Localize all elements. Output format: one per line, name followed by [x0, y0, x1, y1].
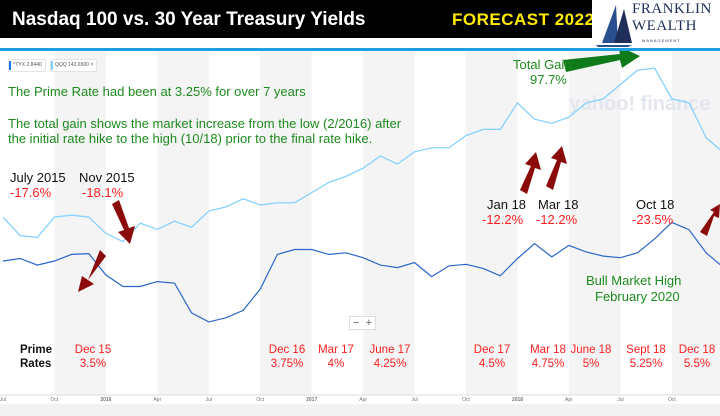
x-tick-label: Oct — [51, 397, 59, 403]
prime-rate-item: June 18 5% — [571, 343, 612, 371]
x-tick-label: Oct — [462, 397, 470, 403]
logo-line3: MANAGEMENT — [642, 38, 681, 43]
x-tick-label: Jul — [0, 397, 6, 403]
sail-icon — [596, 5, 632, 47]
prime-rate-date: Dec 18 — [678, 344, 716, 356]
prime-rate-date: Dec 16 — [268, 344, 306, 356]
gain-note-2: the initial rate hike to the high (10/18… — [8, 131, 373, 146]
logo-line2: WEALTH — [632, 18, 697, 34]
prime-title-2: Rates — [20, 358, 52, 370]
prime-rate-date: Dec 17 — [473, 344, 511, 356]
prime-rate-value: 4.75% — [531, 358, 565, 370]
prime-rate-item: Dec 15 3.5% — [75, 343, 111, 371]
arrow-jan-18 — [520, 152, 541, 194]
total-gain-label: Total Gain: — [513, 57, 576, 72]
arrow-oct-18 — [700, 204, 720, 236]
grid-band — [671, 51, 720, 395]
x-tick-label: Apr — [565, 397, 573, 403]
prime-rate-value: 5% — [582, 358, 600, 370]
grid-band — [157, 51, 209, 395]
prime-rate-value: 4.25% — [373, 358, 407, 370]
drawdown-label: July 2015 — [10, 170, 66, 185]
close-icon[interactable]: × — [90, 62, 94, 68]
prime-title-1: Prime — [20, 344, 52, 356]
arrow-total-gain — [563, 46, 640, 72]
arrows — [78, 46, 720, 292]
prime-rates-title: Prime Rates — [20, 343, 52, 371]
prime-rate-item: June 17 4.25% — [370, 343, 411, 371]
prime-rate-value: 4.5% — [478, 358, 506, 370]
x-tick-label: Oct — [668, 397, 676, 403]
zoom-out-button[interactable]: − — [353, 317, 360, 329]
legend-tyx[interactable]: ^TYX 2.8440 — [8, 59, 46, 72]
prime-rate-date: June 18 — [570, 344, 612, 356]
prime-rate-item: Dec 17 4.5% — [474, 343, 510, 371]
x-tick-label: Oct — [256, 397, 264, 403]
arrow-mar-18 — [546, 146, 567, 190]
zoom-controls: − + — [349, 316, 376, 330]
prime-rate-value: 3.75% — [270, 358, 304, 370]
x-tick-label: 2016 — [100, 397, 111, 403]
prime-rate-item: Sept 18 5.25% — [626, 343, 666, 371]
x-tick-label: Jul — [617, 397, 623, 403]
header-divider — [0, 48, 720, 51]
gain-note-1: The total gain shows the market increase… — [8, 116, 402, 131]
drawdown-value: -12.2% — [482, 212, 524, 227]
x-tick-label: 2017 — [306, 397, 317, 403]
drawdown-value: -17.6% — [10, 185, 52, 200]
drawdown-value: -12.2% — [536, 212, 578, 227]
scroll-area[interactable] — [0, 404, 720, 416]
x-tick-label: 2018 — [512, 397, 523, 403]
prime-rate-value: 5.5% — [683, 358, 711, 370]
prime-rate-date: Mar 18 — [530, 344, 566, 356]
watermark: yahoo! finance — [569, 93, 710, 115]
prime-rate-date: June 17 — [369, 344, 411, 356]
bull-market-1: Bull Market High — [586, 273, 682, 288]
grid-band — [260, 51, 312, 395]
x-tick-label: Apr — [153, 397, 161, 403]
franklin-wealth-logo: FRANKLIN WEALTH MANAGEMENT — [592, 0, 720, 48]
series-line-qqq — [2, 67, 720, 243]
prime-rate-date: Sept 18 — [626, 344, 666, 356]
legend-qqq-label: QQQ 143.6500 — [55, 62, 89, 68]
arrow-nov-2015 — [112, 200, 135, 244]
prime-rate-date: Mar 17 — [318, 344, 354, 356]
drawdown-label: Oct 18 — [636, 197, 675, 212]
prime-rate-item: Dec 16 3.75% — [269, 343, 305, 371]
prime-rate-date: Dec 15 — [74, 344, 112, 356]
drawdown-label: Jan 18 — [487, 197, 527, 212]
drawdown-value: -18.1% — [82, 185, 124, 200]
x-tick-label: Jul — [411, 397, 417, 403]
drawdown-value: -23.5% — [632, 212, 674, 227]
x-tick-label: Apr — [359, 397, 367, 403]
page-title: Nasdaq 100 vs. 30 Year Treasury Yields — [12, 9, 366, 30]
prime-rate-item: Mar 17 4% — [318, 343, 354, 371]
total-gain-value: 97.7% — [530, 72, 567, 87]
prime-note: The Prime Rate had been at 3.25% for ove… — [8, 84, 306, 99]
grid-band — [568, 51, 621, 395]
series-line-tyx — [2, 221, 720, 323]
logo-line1: FRANKLIN — [632, 1, 712, 17]
forecast-label: FORECAST 2022 — [452, 10, 595, 29]
grid-band — [466, 51, 518, 395]
bull-market-2: February 2020 — [595, 289, 680, 304]
prime-rate-item: Dec 18 5.5% — [679, 343, 715, 371]
drawdown-label: Mar 18 — [538, 197, 579, 212]
grid-band — [54, 51, 106, 395]
prime-rate-value: 3.5% — [79, 358, 107, 370]
x-tick-label: Jul — [206, 397, 212, 403]
prime-rate-value: 5.25% — [629, 358, 663, 370]
prime-rate-value: 4% — [327, 358, 345, 370]
drawdown-label: Nov 2015 — [79, 170, 135, 185]
arrow-july-2015 — [78, 250, 106, 292]
grid-band — [363, 51, 415, 395]
prime-rate-item: Mar 18 4.75% — [530, 343, 566, 371]
legend-qqq[interactable]: QQQ 143.6500 × — [50, 59, 98, 72]
zoom-in-button[interactable]: + — [365, 317, 372, 329]
